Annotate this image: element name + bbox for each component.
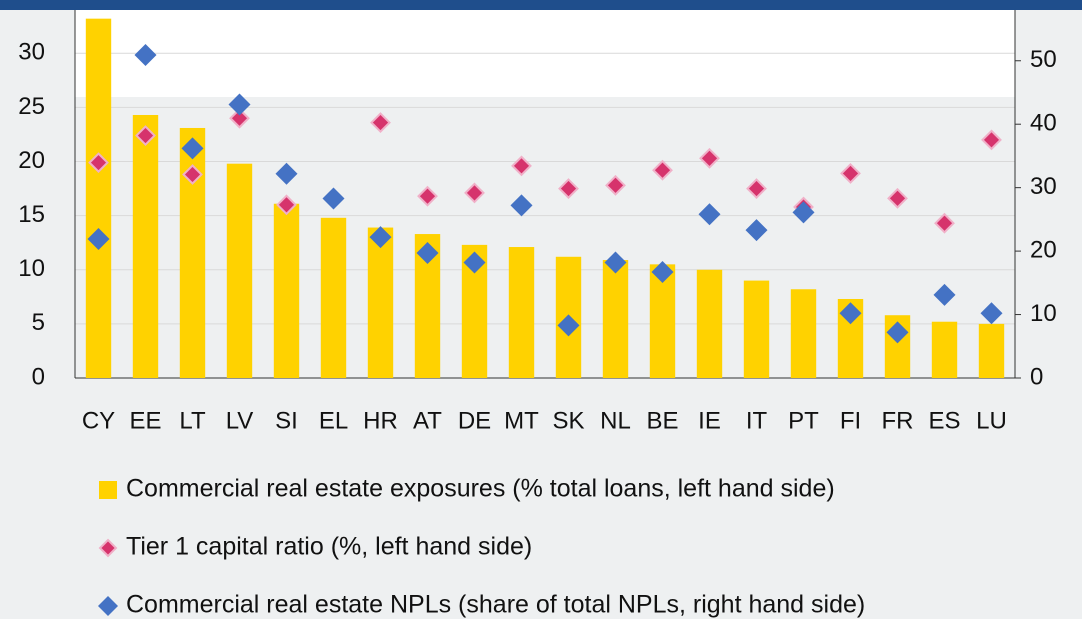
legend-swatch: [99, 481, 117, 499]
marker: [933, 283, 956, 306]
marker: [887, 187, 908, 209]
x-tick-label: AT: [413, 407, 442, 434]
x-tick-label: PT: [788, 407, 819, 434]
marker: [605, 174, 626, 196]
header-band: [0, 0, 1082, 10]
marker: [699, 147, 720, 169]
marker: [511, 155, 532, 177]
marker: [463, 251, 486, 274]
x-tick-label: IT: [746, 407, 768, 434]
x-tick-label: BE: [646, 407, 678, 434]
marker: [604, 251, 627, 274]
marker: [416, 242, 439, 265]
marker: [840, 163, 861, 184]
bar: [743, 280, 770, 378]
x-tick-label: IE: [698, 407, 721, 434]
x-tick-label: ES: [928, 407, 960, 434]
legend-swatch: [98, 538, 118, 558]
marker: [181, 137, 204, 160]
marker: [417, 185, 438, 207]
bar: [508, 247, 535, 378]
marker: [88, 152, 109, 174]
x-tick-label: SK: [552, 407, 584, 434]
x-tick-label: DE: [458, 407, 491, 434]
marker: [981, 129, 1002, 151]
y2-tick-label: 50: [1030, 46, 1057, 73]
legend-label: Commercial real estate exposures (% tota…: [126, 475, 835, 503]
bar: [273, 203, 300, 378]
x-tick-label: LV: [226, 407, 254, 434]
y-tick-label: 25: [18, 93, 45, 120]
y-tick-label: 5: [32, 309, 45, 336]
bar: [602, 260, 629, 378]
x-tick-label: SI: [275, 407, 298, 434]
marker: [322, 187, 345, 210]
marker: [134, 44, 157, 67]
marker: [557, 314, 580, 337]
x-tick-label: EL: [319, 407, 348, 434]
bar: [649, 264, 676, 378]
bar: [85, 18, 112, 379]
marker: [886, 321, 909, 344]
y2-tick-label: 30: [1030, 173, 1057, 200]
marker: [839, 302, 862, 325]
marker: [370, 112, 391, 133]
marker: [276, 194, 297, 216]
marker: [229, 107, 250, 129]
y2-tick-label: 40: [1030, 110, 1057, 137]
marker: [87, 228, 110, 251]
x-tick-label: LU: [976, 407, 1007, 434]
bar: [978, 323, 1005, 378]
legend-label: Commercial real estate NPLs (share of to…: [126, 591, 865, 619]
bar: [790, 289, 817, 378]
marker: [698, 203, 721, 226]
bar: [931, 321, 958, 378]
marker: [651, 261, 674, 284]
legend-label: Tier 1 capital ratio (%, left hand side): [126, 533, 532, 561]
y-tick-label: 10: [18, 255, 45, 282]
bar: [132, 114, 159, 379]
x-tick-label: FR: [882, 407, 914, 434]
marker: [369, 226, 392, 249]
x-tick-label: MT: [504, 407, 539, 434]
marker: [275, 162, 298, 185]
marker: [464, 182, 485, 204]
y2-tick-label: 20: [1030, 236, 1057, 263]
x-tick-label: LT: [179, 407, 206, 434]
x-tick-label: HR: [363, 407, 398, 434]
y-tick-label: 15: [18, 201, 45, 228]
y-tick-label: 30: [18, 39, 45, 66]
x-tick-label: FI: [840, 407, 861, 434]
marker: [652, 159, 673, 181]
legend-swatch: [98, 596, 118, 616]
marker: [746, 178, 767, 200]
marker: [792, 201, 815, 224]
x-tick-label: EE: [129, 407, 161, 434]
y-tick-label: 0: [32, 363, 45, 390]
x-tick-label: CY: [82, 407, 115, 434]
bar: [226, 163, 253, 378]
bar: [696, 269, 723, 378]
x-tick-label: NL: [600, 407, 631, 434]
marker: [934, 212, 955, 234]
y-tick-label: 20: [18, 147, 45, 174]
y2-tick-label: 0: [1030, 363, 1043, 390]
marker: [558, 178, 579, 200]
marker: [135, 125, 156, 146]
marker: [228, 93, 251, 116]
y2-tick-label: 10: [1030, 300, 1057, 327]
bar: [320, 217, 347, 378]
marker: [182, 164, 203, 185]
marker: [980, 302, 1003, 325]
marker: [510, 194, 533, 217]
bar: [367, 227, 394, 378]
marker: [745, 219, 768, 242]
